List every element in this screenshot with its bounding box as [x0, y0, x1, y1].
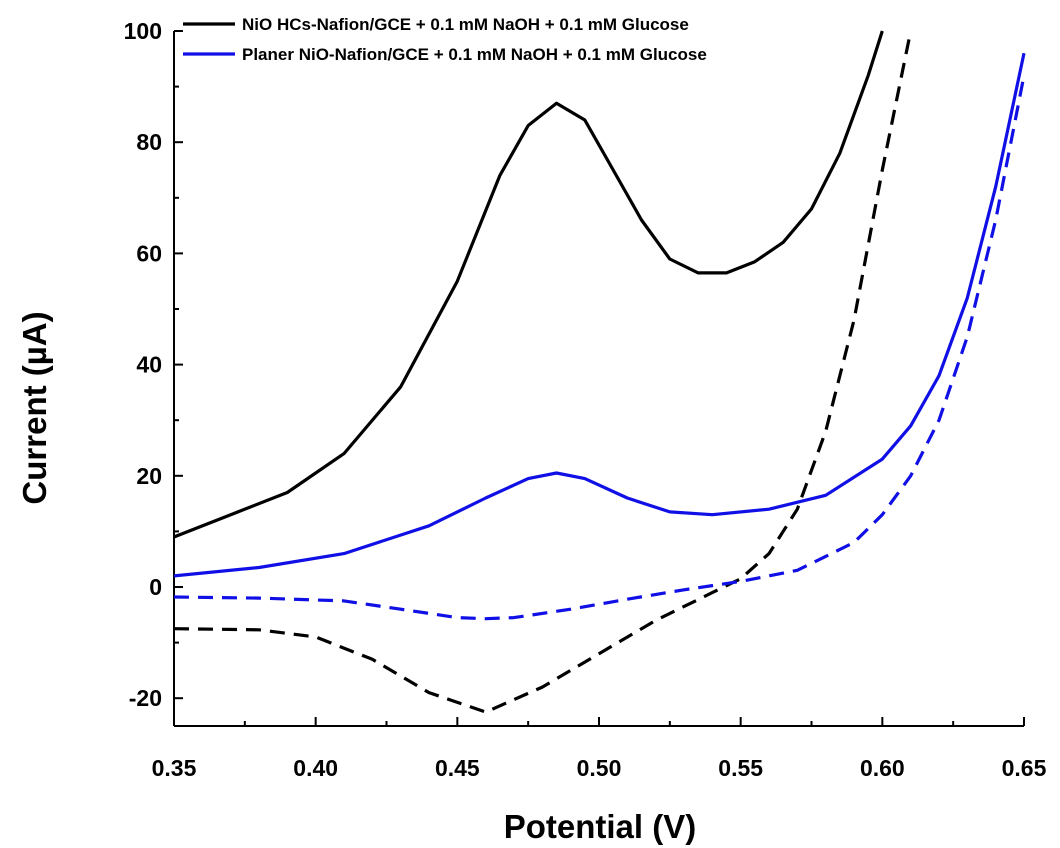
- x-tick-label: 0.60: [860, 755, 905, 781]
- series-line-2-dashed: [174, 30, 913, 714]
- legend-label: Planer NiO-Nafion/GCE + 0.1 mM NaOH + 0.…: [242, 45, 707, 64]
- x-tick-label: 0.35: [152, 755, 197, 781]
- series-line-1-solid: [174, 30, 884, 539]
- legend-label: NiO HCs-Nafion/GCE + 0.1 mM NaOH + 0.1 m…: [242, 15, 689, 34]
- y-tick-label: 80: [136, 129, 162, 155]
- legend: NiO HCs-Nafion/GCE + 0.1 mM NaOH + 0.1 m…: [183, 15, 707, 64]
- y-tick-label: 100: [124, 18, 162, 44]
- x-tick-label: 0.45: [435, 755, 480, 781]
- y-tick-label: 60: [136, 240, 162, 266]
- series-line-4-dashed: [174, 75, 1026, 621]
- x-tick-label: 0.40: [293, 755, 338, 781]
- x-tick-label: 0.50: [577, 755, 622, 781]
- y-tick-label: 20: [136, 463, 162, 489]
- series-layer: [174, 30, 1026, 714]
- y-axis-title: Current (µA): [16, 311, 53, 504]
- series-line-3-solid: [174, 52, 1026, 578]
- x-tick-label: 0.65: [1002, 755, 1047, 781]
- y-tick-label: 0: [149, 574, 162, 600]
- axes-layer: 0.35 0.40 0.45 0.50 0.55 0.60 0.65 -20 0 20 40 60 80…: [124, 18, 1047, 781]
- x-axis-title: Potential (V): [504, 808, 697, 845]
- y-tick-label: 40: [136, 352, 162, 378]
- x-tick-label: 0.55: [718, 755, 763, 781]
- y-tick-label: -20: [129, 685, 162, 711]
